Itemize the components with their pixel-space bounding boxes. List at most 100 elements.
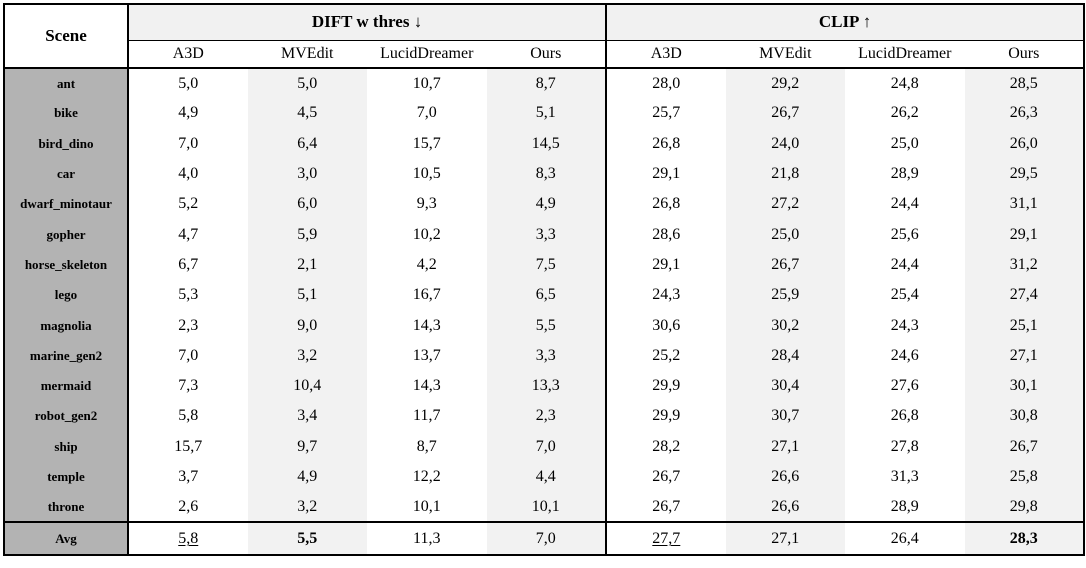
value-cell: 4,0 bbox=[178, 165, 199, 183]
subheader-row: A3D MVEdit LucidDreamer Ours A3D MVEdit LucidD… bbox=[4, 40, 1085, 69]
value-cell: 26,0 bbox=[964, 128, 1085, 159]
value-cell: 4,4 bbox=[486, 461, 607, 493]
value-cell: 25,7 bbox=[605, 98, 726, 129]
value-cell: 24,6 bbox=[890, 346, 919, 364]
value-cell: 10,2 bbox=[412, 225, 441, 243]
value-cell: 3,4 bbox=[247, 401, 367, 432]
value-cell: 24,0 bbox=[725, 128, 846, 159]
value-cell: 9,7 bbox=[247, 431, 367, 462]
value-cell: 7,0 bbox=[416, 104, 437, 122]
value-cell: 25,4 bbox=[890, 286, 919, 304]
value-cell: 6,0 bbox=[247, 189, 367, 220]
value-cell: 3,2 bbox=[247, 340, 367, 371]
col-header-a3d-1: A3D bbox=[605, 40, 726, 69]
value-cell: 27,2 bbox=[725, 189, 846, 220]
table-body: ant 5,0 5,0 10,7 8,7 28,0 29,2 24,8 28,5 bike 4,9 4… bbox=[4, 68, 1085, 556]
value-cell: 4,7 bbox=[178, 225, 199, 243]
scene-cell: car bbox=[4, 158, 129, 190]
value-cell: 4,9 bbox=[247, 461, 367, 493]
value-cell: 5,8 bbox=[128, 521, 248, 556]
value-cell: 27,4 bbox=[964, 280, 1085, 311]
value-cell: 28,6 bbox=[605, 219, 726, 250]
value-cell: 6,5 bbox=[486, 280, 607, 311]
value-cell: 3,7 bbox=[178, 468, 199, 485]
value-cell: 29,1 bbox=[605, 249, 726, 281]
scene-cell: ant bbox=[4, 68, 129, 99]
value-cell: 5,0 bbox=[178, 74, 199, 92]
value-cell: 27,1 bbox=[725, 431, 846, 462]
value-cell: 25,1 bbox=[964, 310, 1085, 341]
value-cell: 13,3 bbox=[486, 370, 607, 402]
col-header-a3d-0: A3D bbox=[128, 40, 248, 69]
value-cell: 4,5 bbox=[247, 98, 367, 129]
group-header-row: Scene DIFT w thres ↓ CLIP ↑ bbox=[4, 4, 1085, 69]
value-cell: 30,8 bbox=[964, 401, 1085, 432]
scene-cell: marine_gen2 bbox=[4, 340, 129, 371]
value-cell: 26,3 bbox=[964, 98, 1085, 129]
col-header-ours-1: Ours bbox=[964, 40, 1085, 69]
scene-cell: mermaid bbox=[4, 370, 129, 402]
value-cell: 28,4 bbox=[725, 340, 846, 371]
value-cell: 24,4 bbox=[890, 255, 919, 273]
scene-cell: ship bbox=[4, 431, 129, 462]
value-cell: 30,2 bbox=[725, 310, 846, 341]
col-header-luciddreamer-1: LucidDreamer bbox=[845, 40, 965, 69]
scene-cell: magnolia bbox=[4, 310, 129, 341]
table-header: Scene DIFT w thres ↓ CLIP ↑ A3D MVEdit Luc… bbox=[4, 4, 1085, 69]
value-cell: 29,9 bbox=[605, 401, 726, 432]
value-cell: 5,1 bbox=[486, 98, 607, 129]
value-cell: 7,0 bbox=[486, 431, 607, 462]
table-row-marine_gen2: marine_gen2 7,0 3,2 13,7 3,3 25,2 28,4 24,6 27,1 bbox=[4, 340, 1085, 371]
value-cell: 24,3 bbox=[605, 280, 726, 311]
value-cell: 2,6 bbox=[178, 497, 199, 515]
table-row-gopher: gopher 4,7 5,9 10,2 3,3 28,6 25,0 25,6 29,1 bbox=[4, 219, 1085, 250]
group-header-clip: CLIP ↑ bbox=[605, 4, 1085, 41]
value-cell: 7,0 bbox=[486, 521, 607, 556]
value-cell: 6,7 bbox=[178, 255, 199, 273]
value-cell: 24,3 bbox=[890, 316, 919, 334]
value-cell: 5,2 bbox=[178, 195, 199, 213]
value-cell: 26,7 bbox=[725, 98, 846, 129]
value-cell: 25,2 bbox=[605, 340, 726, 371]
value-cell: 14,3 bbox=[412, 316, 441, 334]
table-row-bird_dino: bird_dino 7,0 6,4 15,7 14,5 26,8 24,0 25,0 26,0 bbox=[4, 128, 1085, 159]
value-cell: 3,3 bbox=[486, 219, 607, 250]
value-cell: 30,7 bbox=[725, 401, 846, 432]
group-header-dift: DIFT w thres ↓ bbox=[128, 4, 607, 41]
value-cell: 24,8 bbox=[890, 74, 919, 92]
value-cell: 28,3 bbox=[964, 521, 1085, 556]
results-table: Scene DIFT w thres ↓ CLIP ↑ A3D MVEdit Luc… bbox=[3, 3, 1086, 557]
scene-cell: bike bbox=[4, 98, 129, 129]
value-cell: 2,3 bbox=[178, 316, 199, 334]
value-cell: 14,3 bbox=[412, 377, 441, 395]
value-cell: 26,2 bbox=[890, 104, 919, 122]
value-cell: 11,7 bbox=[413, 407, 441, 425]
value-cell: 8,7 bbox=[416, 437, 437, 455]
value-cell: 10,7 bbox=[412, 74, 441, 92]
value-cell: 28,9 bbox=[890, 497, 919, 515]
value-cell: 16,7 bbox=[412, 286, 441, 304]
table-row-bike: bike 4,9 4,5 7,0 5,1 25,7 26,7 26,2 26,3 bbox=[4, 98, 1085, 129]
value-cell: 5,1 bbox=[247, 280, 367, 311]
scene-cell: robot_gen2 bbox=[4, 401, 129, 432]
value-cell: 26,7 bbox=[605, 461, 726, 493]
value-cell: 28,0 bbox=[605, 68, 726, 99]
value-cell: 12,2 bbox=[412, 468, 441, 485]
value-cell: 4,9 bbox=[486, 189, 607, 220]
col-header-mvedit-0: MVEdit bbox=[247, 40, 367, 69]
value-cell: 25,9 bbox=[725, 280, 846, 311]
value-cell: 7,0 bbox=[178, 134, 199, 152]
value-cell: 25,6 bbox=[890, 225, 919, 243]
table-row-ant: ant 5,0 5,0 10,7 8,7 28,0 29,2 24,8 28,5 bbox=[4, 68, 1085, 99]
value-cell: 31,3 bbox=[890, 468, 919, 485]
col-header-luciddreamer-0: LucidDreamer bbox=[367, 40, 487, 69]
table-row-avg: Avg 5,8 5,5 11,3 7,0 27,7 27,1 26,4 28,3 bbox=[4, 521, 1085, 556]
value-cell: 2,1 bbox=[247, 249, 367, 281]
scene-column-header: Scene bbox=[4, 4, 129, 69]
table-row-mermaid: mermaid 7,3 10,4 14,3 13,3 29,9 30,4 27,6 30,1 bbox=[4, 370, 1085, 402]
value-cell: 10,1 bbox=[486, 492, 607, 523]
value-cell: 28,9 bbox=[890, 165, 919, 183]
value-cell: 5,5 bbox=[247, 521, 367, 556]
table-row-dwarf_minotaur: dwarf_minotaur 5,2 6,0 9,3 4,9 26,8 27,2 24,4 31… bbox=[4, 189, 1085, 220]
value-cell: 13,7 bbox=[412, 346, 441, 364]
